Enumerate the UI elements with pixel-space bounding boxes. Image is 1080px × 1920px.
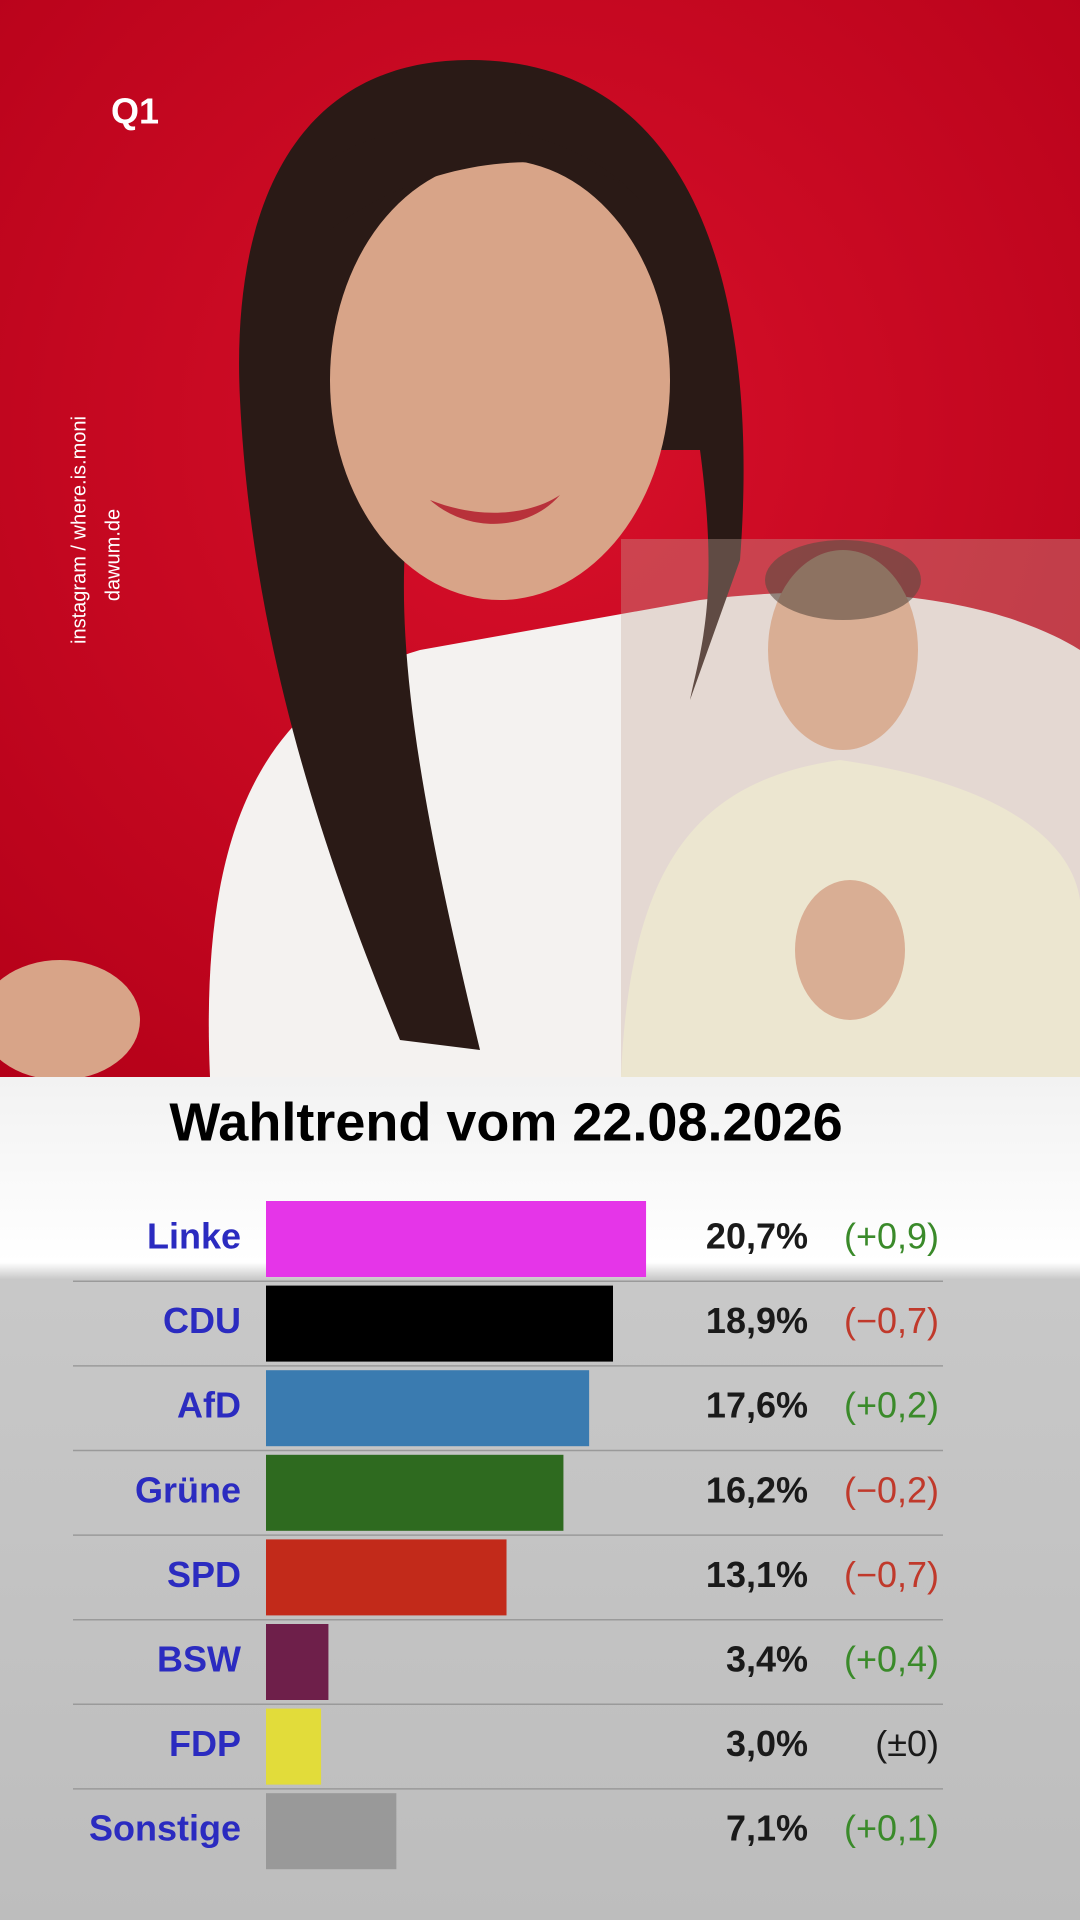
man-hand: [795, 880, 905, 1020]
value-label: 16,2%: [706, 1469, 808, 1510]
value-label: 3,4%: [726, 1639, 808, 1680]
value-label: 17,6%: [706, 1385, 808, 1426]
bar: [266, 1201, 647, 1277]
value-label: 18,9%: [706, 1300, 808, 1341]
category-label: CDU: [163, 1300, 241, 1341]
bar: [266, 1285, 614, 1362]
value-label: 7,1%: [726, 1808, 808, 1849]
category-label: Grüne: [135, 1469, 241, 1510]
chart-title: Wahltrend vom 22.08.2026: [169, 1092, 842, 1152]
logo: Q1: [111, 91, 159, 132]
change-label: (+0,4): [844, 1639, 939, 1680]
credit: dawum.de: [102, 509, 124, 601]
bar: [266, 1708, 322, 1785]
woman-fringe: [330, 126, 640, 230]
value-label: 20,7%: [706, 1216, 808, 1257]
category-label: Linke: [147, 1216, 241, 1257]
credit: instagram / where.is.moni: [68, 416, 90, 644]
category-label: FDP: [169, 1723, 241, 1764]
bar: [266, 1539, 507, 1616]
change-label: (+0,2): [844, 1385, 939, 1426]
category-label: BSW: [157, 1639, 241, 1680]
bar: [266, 1624, 329, 1700]
change-label: (−0,2): [844, 1469, 939, 1510]
value-label: 13,1%: [706, 1554, 808, 1595]
woman-lips: [430, 495, 560, 524]
category-label: SPD: [167, 1554, 241, 1595]
change-label: (±0): [875, 1723, 939, 1764]
woman-face: [330, 160, 670, 600]
category-label: Sonstige: [89, 1808, 241, 1849]
change-label: (+0,1): [844, 1808, 939, 1849]
change-label: (−0,7): [844, 1554, 939, 1595]
value-label: 3,0%: [726, 1723, 808, 1764]
bar: [266, 1454, 564, 1531]
bar: [266, 1370, 590, 1447]
woman-hand: [0, 960, 140, 1080]
change-label: (−0,7): [844, 1300, 939, 1341]
man-hair: [765, 540, 921, 620]
bar: [266, 1793, 397, 1870]
change-label: (+0,9): [844, 1216, 939, 1257]
category-label: AfD: [177, 1385, 241, 1426]
